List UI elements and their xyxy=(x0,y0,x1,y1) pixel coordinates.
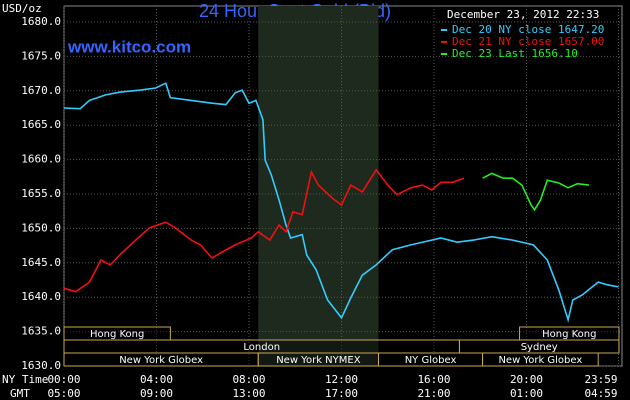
x2-tick-label: 09:00 xyxy=(140,387,173,400)
x2-tick-label: 21:00 xyxy=(417,387,450,400)
timestamp: December 23, 2012 22:33 xyxy=(447,8,599,21)
x2-tick-label: 05:00 xyxy=(47,387,80,400)
session-label: NY Globex xyxy=(405,355,457,366)
series-line xyxy=(63,168,465,293)
session-label: London xyxy=(243,342,280,353)
x-tick-label: 08:00 xyxy=(232,373,265,386)
session-label: New York Globex xyxy=(119,355,203,366)
legend-label: Dec 20 NY close 1647.20 xyxy=(452,23,604,36)
x-tick-label: 16:00 xyxy=(417,373,450,386)
x-tick-label: 00:00 xyxy=(47,373,80,386)
session-label: Sydney xyxy=(521,342,558,353)
session-label: New York NYMEX xyxy=(276,355,361,366)
y-axis-label: USD/oz xyxy=(2,2,42,15)
session-label: New York Globex xyxy=(498,355,582,366)
session-label: Hong Kong xyxy=(542,329,596,340)
y-tick-label: 1630.0 xyxy=(21,359,61,372)
x2-tick-label: 17:00 xyxy=(325,387,358,400)
y-tick-label: 1650.0 xyxy=(21,221,61,234)
x2-tick-label: 04:59 xyxy=(584,387,617,400)
y-tick-label: 1640.0 xyxy=(21,290,61,303)
legend-label: Dec 23 Last 1656.10 xyxy=(452,47,578,60)
x-tick-label: 20:00 xyxy=(510,373,543,386)
x-tick-label: 12:00 xyxy=(325,373,358,386)
source: www.kitco.com xyxy=(67,37,191,56)
series-line xyxy=(482,172,589,212)
y-tick-label: 1655.0 xyxy=(21,187,61,200)
series-line xyxy=(63,82,619,323)
y-tick-label: 1665.0 xyxy=(21,118,61,131)
x-axis-label: NY Time xyxy=(2,373,48,386)
session-box xyxy=(482,352,599,367)
y-tick-label: 1670.0 xyxy=(21,84,61,97)
x-tick-label: 23:59 xyxy=(584,373,617,386)
x2-tick-label: 01:00 xyxy=(510,387,543,400)
session-label: Hong Kong xyxy=(90,329,144,340)
y-tick-label: 1680.0 xyxy=(21,15,61,28)
x2-tick-label: 13:00 xyxy=(232,387,265,400)
x-tick-label: 04:00 xyxy=(140,373,173,386)
y-tick-label: 1645.0 xyxy=(21,256,61,269)
y-tick-label: 1635.0 xyxy=(21,325,61,338)
y-tick-label: 1660.0 xyxy=(21,153,61,166)
y-tick-label: 1675.0 xyxy=(21,49,61,62)
legend-label: Dec 21 NY close 1657.00 xyxy=(452,35,604,48)
x2-axis-label: GMT xyxy=(10,387,30,400)
